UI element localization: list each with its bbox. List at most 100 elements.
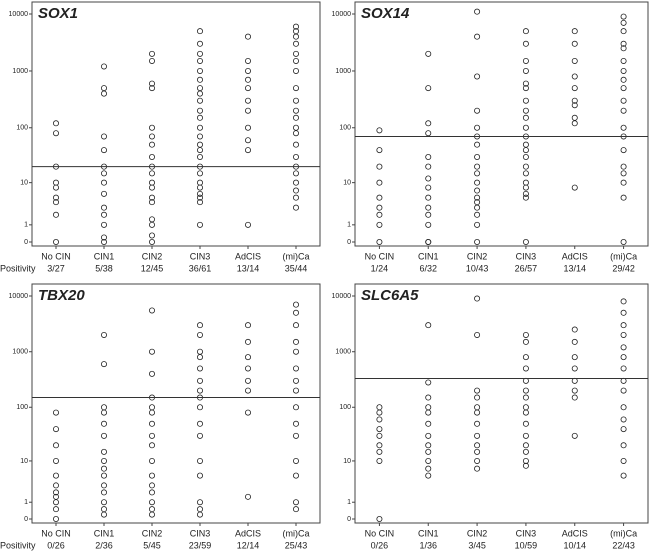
y-tick-label: 10 (20, 458, 28, 465)
data-point (376, 404, 383, 411)
x-tick-label: AdCIS (235, 528, 261, 538)
data-point (474, 331, 481, 338)
data-point (425, 163, 432, 170)
data-point (148, 141, 155, 148)
data-point (620, 163, 627, 170)
data-point (148, 124, 155, 131)
data-point (474, 194, 481, 201)
data-point (522, 97, 529, 104)
data-point (292, 187, 299, 194)
data-point (53, 442, 60, 449)
data-point (376, 221, 383, 228)
data-point (196, 365, 203, 372)
data-point (196, 420, 203, 427)
data-point (474, 448, 481, 455)
data-point (620, 426, 627, 433)
data-point (196, 348, 203, 355)
positivity-value: 3/45 (468, 540, 486, 550)
data-point (376, 238, 383, 245)
data-point (522, 420, 529, 427)
positivity-value: 36/61 (189, 263, 212, 273)
x-tick-label: AdCIS (235, 251, 261, 261)
data-point (376, 179, 383, 186)
positivity-value: 3/27 (47, 263, 65, 273)
data-point (522, 114, 529, 121)
data-point (53, 482, 60, 489)
data-point (196, 331, 203, 338)
data-point (474, 238, 481, 245)
data-point (292, 506, 299, 513)
data-point (376, 194, 383, 201)
data-point (474, 221, 481, 228)
data-point (53, 130, 60, 137)
data-point (148, 404, 155, 411)
data-point (425, 442, 432, 449)
data-point (196, 387, 203, 394)
data-point (244, 107, 251, 114)
y-tick-label: 100 (16, 125, 28, 132)
data-point (53, 199, 60, 206)
data-point (425, 404, 432, 411)
data-point (620, 147, 627, 154)
data-point (292, 457, 299, 464)
data-point (620, 13, 627, 20)
y-tick-label: 1000 (335, 68, 351, 75)
data-point (101, 448, 108, 455)
data-point (148, 50, 155, 57)
positivity-value: 12/14 (237, 540, 260, 550)
data-point (425, 409, 432, 416)
positivity-value: 13/14 (563, 263, 586, 273)
data-point (474, 295, 481, 302)
data-point (571, 97, 578, 104)
data-point (376, 127, 383, 134)
data-point (148, 232, 155, 239)
data-point (376, 416, 383, 423)
data-point (196, 221, 203, 228)
data-point (244, 85, 251, 92)
data-point (620, 416, 627, 423)
data-point (196, 190, 203, 197)
y-tick-label: 0 (24, 239, 28, 246)
data-point (522, 107, 529, 114)
data-point (148, 482, 155, 489)
data-point (620, 170, 627, 177)
data-point (292, 85, 299, 92)
data-point (148, 194, 155, 201)
positivity-value: 5/45 (143, 540, 161, 550)
data-point (101, 361, 108, 368)
data-point (620, 365, 627, 372)
data-point (620, 85, 627, 92)
data-point (522, 190, 529, 197)
positivity-value: 10/59 (515, 540, 538, 550)
x-tick-label: AdCIS (562, 251, 588, 261)
data-point (244, 377, 251, 384)
data-point (244, 57, 251, 64)
data-point (620, 457, 627, 464)
data-point (620, 442, 627, 449)
data-point (148, 216, 155, 223)
data-point (148, 184, 155, 191)
data-point (101, 409, 108, 416)
x-tick-label: (mi)Ca (610, 528, 637, 538)
data-point (425, 379, 432, 386)
data-point (292, 301, 299, 308)
data-point (292, 23, 299, 30)
data-point (101, 404, 108, 411)
data-point (425, 448, 432, 455)
data-point (292, 141, 299, 148)
data-point (196, 141, 203, 148)
data-point (244, 338, 251, 345)
data-point (474, 404, 481, 411)
data-point (196, 404, 203, 411)
data-point (425, 238, 432, 245)
data-point (571, 57, 578, 64)
data-point (53, 211, 60, 218)
x-tick-label: No CIN (41, 528, 71, 538)
data-point (101, 511, 108, 518)
data-point (292, 170, 299, 177)
data-point (425, 50, 432, 57)
data-point (571, 40, 578, 47)
data-point (292, 432, 299, 439)
data-point (571, 102, 578, 109)
data-point (196, 184, 203, 191)
